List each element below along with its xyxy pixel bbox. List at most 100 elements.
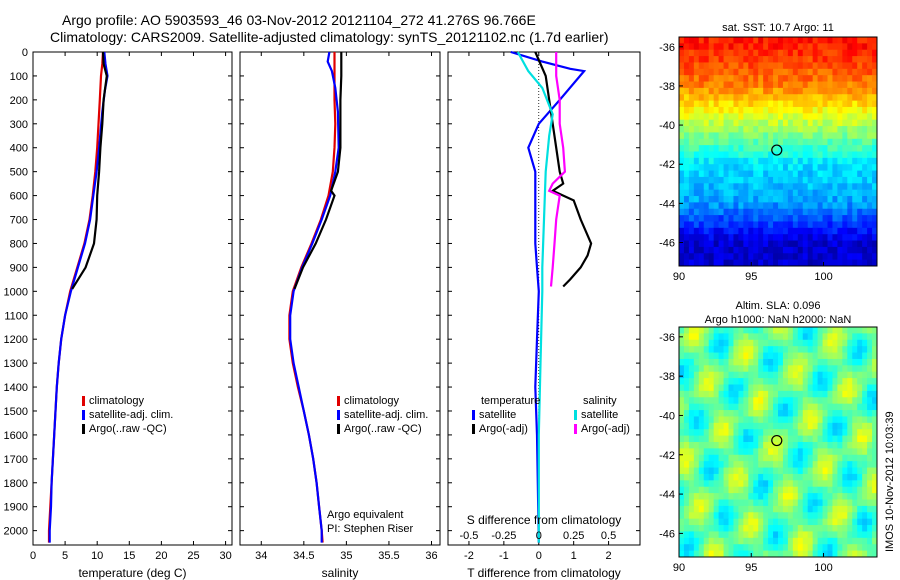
sla-map-cell xyxy=(738,454,744,462)
sst-map-cell xyxy=(733,37,739,44)
sla-map-cell xyxy=(703,429,710,437)
sst-map-cell xyxy=(778,49,784,57)
sla-map-cell xyxy=(802,473,809,481)
sst-map-cell xyxy=(733,56,739,63)
sla-map-cell xyxy=(857,480,863,488)
sla-map-cell xyxy=(862,467,868,475)
sla-map-cell xyxy=(743,429,749,437)
sla-map-cell xyxy=(827,454,833,462)
sla-map-cell xyxy=(748,537,754,545)
sst-map-cell xyxy=(738,37,744,44)
sla-map-cell xyxy=(758,442,764,449)
sst-map-cell xyxy=(832,49,838,57)
sla-map-cell xyxy=(733,505,739,513)
sst-map-cell xyxy=(703,234,710,242)
sst-map-cell xyxy=(773,132,779,140)
sla-map-cell xyxy=(852,346,858,354)
sla-map-cell xyxy=(723,537,729,545)
sla-map-cell xyxy=(723,378,729,385)
sst-map-cell xyxy=(679,62,685,70)
sla-map-cell xyxy=(862,505,868,513)
sla-map-cell xyxy=(703,493,710,500)
sst-map-cell xyxy=(862,170,868,178)
sla-map-cell xyxy=(867,518,873,526)
sst-map-cell xyxy=(698,221,705,229)
sst-map-cell xyxy=(743,138,749,146)
sst-map-cell xyxy=(703,246,710,254)
sla-map-cell xyxy=(773,429,779,437)
sla-map-cell xyxy=(867,371,873,379)
sla-map-cell xyxy=(827,422,833,430)
sla-map-cell xyxy=(723,416,729,424)
sst-map-cell xyxy=(768,94,774,102)
sst-map-cell xyxy=(713,151,720,159)
sst-map-cell xyxy=(822,157,828,165)
sla-map-cell xyxy=(812,461,819,469)
sst-map-cell xyxy=(827,208,833,216)
sst-map-cell xyxy=(753,157,759,165)
sst-map-cell xyxy=(708,37,715,44)
sla-map-cell xyxy=(852,454,858,462)
sst-map-cell xyxy=(708,145,715,152)
sst-map-cell xyxy=(832,208,838,216)
sst-map-cell xyxy=(862,240,868,248)
sst-map-cell xyxy=(683,75,690,83)
sst-map-cell xyxy=(852,234,858,242)
sla-map-xtick-label: 100 xyxy=(814,562,832,574)
sla-map-cell xyxy=(782,531,789,539)
sst-map-cell xyxy=(728,62,734,70)
sst-map-cell xyxy=(688,221,695,229)
sst-map-cell xyxy=(763,221,769,229)
sst-map-cell xyxy=(787,196,794,203)
sst-map-cell xyxy=(837,246,843,254)
sla-map-cell xyxy=(768,416,774,424)
sst-map-cell xyxy=(728,246,734,254)
sla-map-cell xyxy=(867,403,873,411)
argo-equivalent-annotation: Argo equivalent xyxy=(327,509,403,521)
sla-map-cell xyxy=(832,486,838,494)
sst-map-cell xyxy=(862,126,868,133)
sla-map-cell xyxy=(703,403,710,411)
sst-map-cell xyxy=(728,43,734,51)
sst-map-cell xyxy=(847,126,853,133)
sla-map-cell xyxy=(807,358,814,366)
sla-map-cell xyxy=(872,454,878,462)
panel-salinity: 34 34.5 35 35.5 36salinityclimatologysatelli… xyxy=(239,51,441,580)
sla-map-cell xyxy=(832,327,838,334)
sla-map-cell xyxy=(827,518,833,526)
sla-map-cell xyxy=(857,358,863,366)
sst-map-cell xyxy=(822,221,828,229)
sla-map-cell xyxy=(693,346,700,354)
sst-map-cell xyxy=(787,75,794,83)
sst-map-cell xyxy=(802,240,809,248)
sla-map-cell xyxy=(872,448,878,456)
sst-map-cell xyxy=(679,196,685,203)
sst-map-cell xyxy=(832,164,838,172)
sla-map-cell xyxy=(802,480,809,488)
sla-map-cell xyxy=(728,467,734,475)
sst-map-cell xyxy=(822,49,828,57)
sla-map-cell xyxy=(753,518,759,526)
sla-map-cell xyxy=(802,327,809,334)
sla-map-cell xyxy=(852,525,858,532)
sst-map-cell xyxy=(872,138,878,146)
sst-map-cell xyxy=(837,170,843,178)
sla-map-cell xyxy=(872,371,878,379)
sst-map-cell xyxy=(812,37,819,44)
sla-map-cell xyxy=(718,378,725,385)
sla-map-cell xyxy=(852,544,858,552)
sst-map-cell xyxy=(847,227,853,235)
sst-map-cell xyxy=(822,106,828,114)
sla-map-cell xyxy=(713,525,720,532)
sla-map-cell xyxy=(792,537,799,545)
sla-map-cell xyxy=(822,493,828,500)
sst-map-cell xyxy=(872,176,878,184)
sst-map-cell xyxy=(733,94,739,102)
sst-map-cell xyxy=(797,106,804,114)
sst-map-cell xyxy=(812,170,819,178)
sla-map-cell xyxy=(822,544,828,552)
sla-map-cell xyxy=(733,512,739,520)
sst-map-cell xyxy=(867,37,873,44)
sla-map-cell xyxy=(807,461,814,469)
sst-map-cell xyxy=(847,37,853,44)
